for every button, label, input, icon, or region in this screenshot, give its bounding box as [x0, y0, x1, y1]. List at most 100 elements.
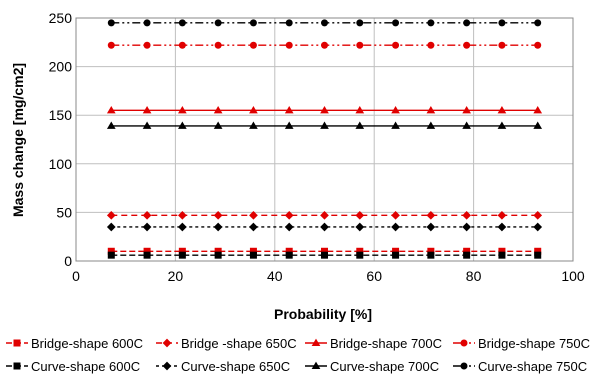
y-tick-label: 0: [64, 253, 72, 269]
data-point: [311, 361, 321, 370]
legend-item: Bridge -shape 650C: [156, 336, 297, 351]
series-2: [106, 106, 543, 114]
data-point: [534, 41, 542, 49]
data-point: [321, 247, 328, 255]
data-point: [285, 251, 293, 259]
legend: Bridge-shape 600C Bridge -shape 650C Bridg…: [6, 336, 590, 374]
data-point: [463, 247, 471, 255]
grid: [75, 17, 574, 262]
data-point: [426, 210, 436, 220]
data-point: [497, 210, 507, 220]
legend-item: Bridge-shape 700C: [305, 336, 442, 351]
data-point: [107, 251, 115, 259]
y-axis-title: Mass change [mg/cm2]: [10, 63, 26, 217]
data-point: [214, 247, 222, 255]
legend-item: Bridge-shape 600C: [6, 336, 143, 351]
data-point: [178, 41, 186, 49]
data-point: [178, 247, 186, 255]
x-tick-label: 80: [466, 268, 482, 284]
tick-labels: 0 20 40 60 80 100 0 50 100 150 200 250: [49, 10, 585, 284]
y-tick-label: 200: [49, 59, 73, 75]
data-point: [249, 121, 258, 129]
data-point: [178, 121, 187, 129]
data-point: [249, 251, 257, 259]
series-6: [106, 121, 543, 129]
data-point: [533, 106, 543, 114]
data-point: [392, 247, 400, 255]
data-point: [460, 339, 468, 347]
data-point: [534, 19, 542, 27]
data-point: [284, 222, 294, 232]
data-point: [143, 19, 151, 27]
data-point: [107, 19, 115, 27]
data-point: [178, 210, 187, 220]
data-point: [213, 121, 223, 129]
data-point: [142, 106, 152, 114]
data-point: [13, 362, 21, 370]
data-point: [355, 222, 365, 232]
data-point: [320, 106, 329, 114]
data-point: [533, 121, 543, 129]
data-point: [284, 210, 294, 220]
data-point: [214, 41, 222, 49]
legend-item: Curve-shape 750C: [453, 359, 587, 374]
legend-item: Bridge-shape 750C: [453, 336, 590, 351]
legend-label: Curve-shape 650C: [181, 359, 290, 374]
data-point: [214, 251, 222, 259]
data-point: [498, 251, 506, 259]
data-point: [462, 210, 471, 220]
data-point: [498, 19, 506, 27]
data-point: [106, 121, 116, 129]
series-1: [106, 210, 543, 220]
legend-label: Curve-shape 750C: [478, 359, 587, 374]
data-point: [311, 338, 321, 347]
data-point: [143, 41, 151, 49]
series-0: [107, 247, 542, 255]
data-point: [427, 19, 435, 27]
data-point: [533, 210, 543, 220]
data-point: [178, 19, 186, 27]
data-point: [426, 222, 436, 232]
data-point: [355, 210, 365, 220]
data-point: [392, 19, 400, 27]
data-point: [426, 106, 436, 114]
data-point: [142, 121, 152, 129]
legend-label: Curve-shape 700C: [330, 359, 439, 374]
data-point: [462, 106, 471, 114]
data-point: [107, 41, 115, 49]
data-point: [321, 41, 328, 49]
data-point: [391, 210, 400, 220]
data-point: [142, 222, 152, 232]
x-tick-label: 0: [72, 268, 80, 284]
data-point: [142, 210, 152, 220]
data-point: [391, 121, 400, 129]
data-point: [106, 222, 116, 232]
data-point: [249, 222, 258, 232]
x-tick-label: 20: [168, 268, 184, 284]
legend-label: Bridge-shape 700C: [330, 336, 442, 351]
data-point: [320, 121, 329, 129]
data-point: [427, 247, 435, 255]
data-point: [497, 121, 507, 129]
data-point: [178, 251, 186, 259]
data-point: [143, 251, 151, 259]
data-point: [284, 121, 294, 129]
legend-item: Curve-shape 650C: [156, 359, 290, 374]
data-point: [213, 222, 223, 232]
data-point: [178, 222, 187, 232]
data-point: [462, 121, 471, 129]
data-point: [463, 41, 471, 49]
data-point: [392, 251, 400, 259]
data-point: [463, 251, 471, 259]
legend-label: Bridge-shape 750C: [478, 336, 590, 351]
legend-label: Curve-shape 600C: [31, 359, 140, 374]
x-axis-title: Probability [%]: [274, 306, 372, 322]
series-3: [107, 41, 542, 49]
y-tick-label: 150: [49, 107, 73, 123]
data-point: [533, 222, 543, 232]
data-point: [285, 41, 293, 49]
x-tick-label: 60: [366, 268, 382, 284]
data-point: [320, 222, 329, 232]
data-point: [355, 121, 365, 129]
